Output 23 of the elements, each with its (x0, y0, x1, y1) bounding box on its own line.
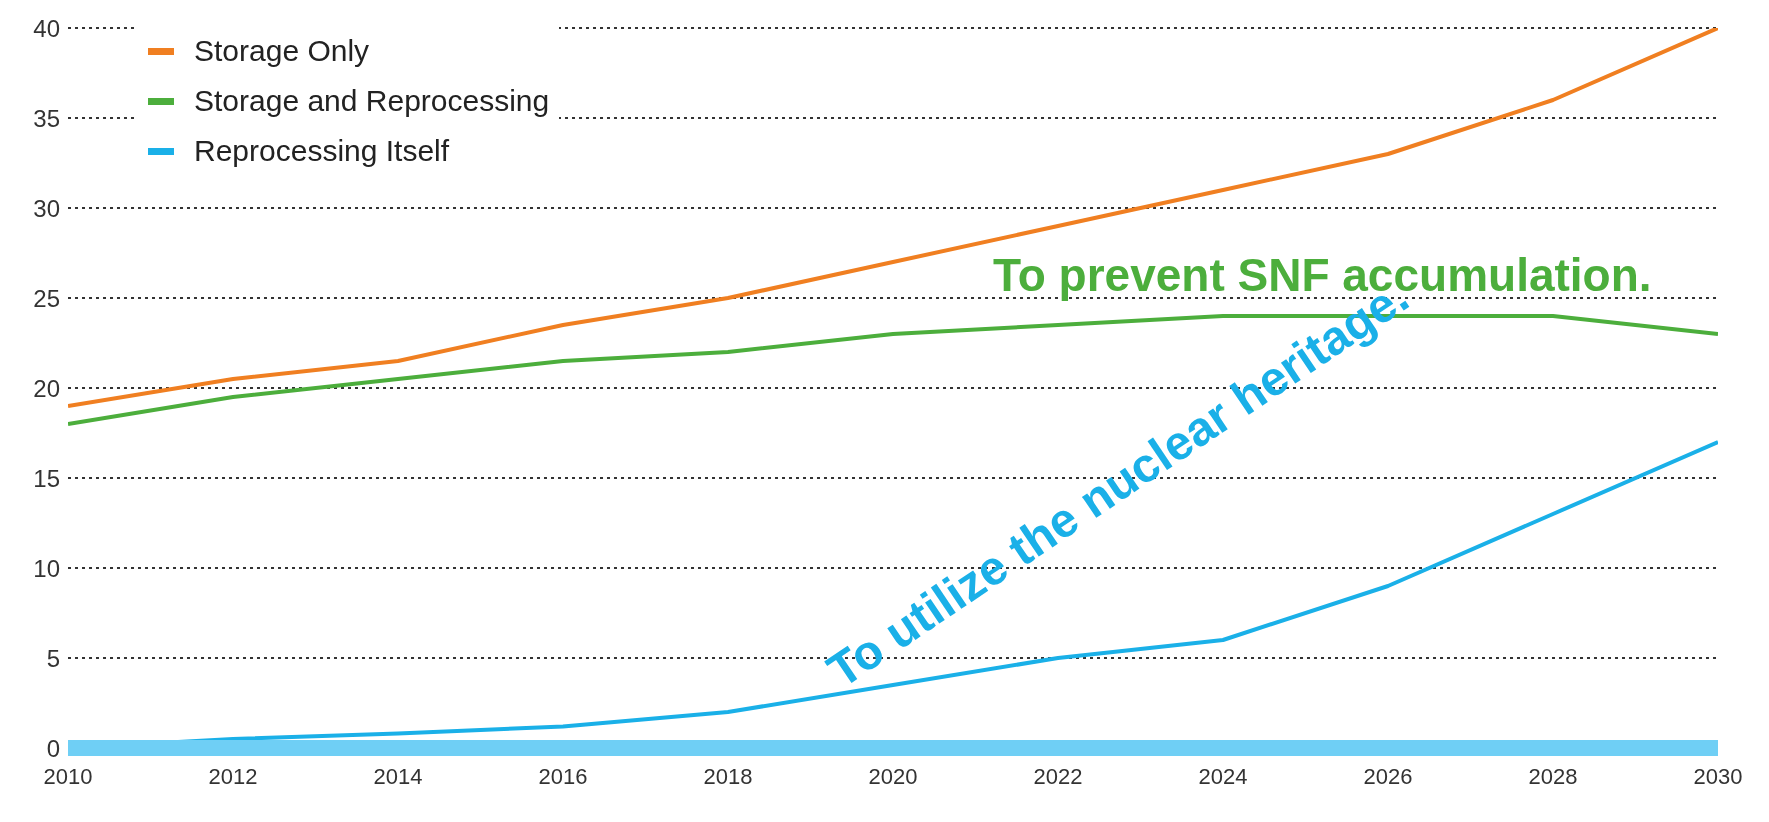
legend-label: Reprocessing Itself (194, 134, 450, 168)
x-tick-label: 2018 (703, 763, 753, 789)
x-tick-label: 2012 (208, 763, 258, 789)
x-tick-label: 2024 (1198, 763, 1248, 789)
y-tick-label: 35 (33, 104, 60, 132)
y-tick-label: 30 (33, 194, 60, 222)
x-tick-label: 2020 (868, 763, 918, 789)
x-tick-label: 2022 (1033, 763, 1083, 789)
x-tick-label: 2010 (43, 763, 93, 789)
y-tick-label: 20 (33, 374, 60, 402)
y-tick-label: 5 (46, 644, 60, 672)
x-tick-label: 2014 (373, 763, 423, 789)
legend-label: Storage and Reprocessing (194, 84, 550, 118)
x-tick-label: 2016 (538, 763, 588, 789)
x-tick-label: 2028 (1528, 763, 1578, 789)
x-tick-label: 2026 (1363, 763, 1413, 789)
x-tick-label: 2030 (1693, 763, 1743, 789)
legend-label: Storage Only (194, 34, 370, 68)
y-tick-label: 10 (33, 554, 60, 582)
y-tick-label: 25 (33, 284, 60, 312)
y-tick-label: 40 (33, 14, 60, 42)
y-tick-label: 15 (33, 464, 60, 492)
y-tick-label: 0 (46, 734, 60, 762)
